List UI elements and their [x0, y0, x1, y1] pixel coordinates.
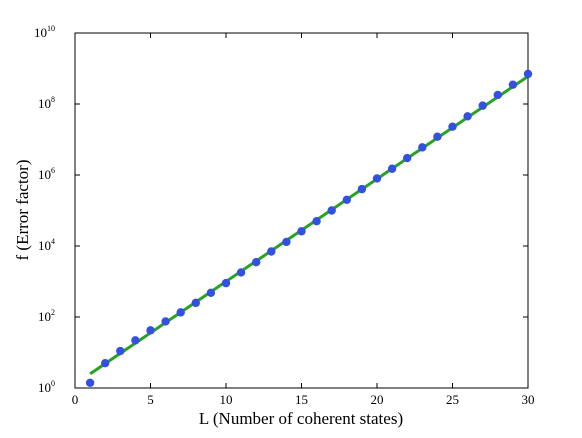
x-axis-label: L (Number of coherent states) — [199, 409, 403, 428]
x-tick-labels: 0 5 10 15 20 25 30 — [72, 392, 535, 407]
data-point — [448, 122, 457, 131]
y-tick-exponent: 6 — [51, 166, 55, 175]
data-point — [131, 336, 140, 345]
data-point — [372, 174, 382, 183]
data-point — [221, 278, 231, 288]
data-point — [85, 378, 95, 388]
data-point — [297, 227, 306, 236]
y-tick-label: 100 — [38, 379, 55, 395]
y-tick-label: 106 — [38, 166, 55, 182]
data-point — [252, 257, 261, 267]
data-point — [463, 112, 472, 121]
y-tick-label: 102 — [38, 308, 55, 324]
x-tick-label: 5 — [147, 392, 154, 407]
plot-area — [74, 32, 533, 389]
data-point — [493, 90, 502, 100]
x-tick-label: 0 — [72, 392, 79, 407]
data-point — [161, 317, 170, 326]
y-tick-exponent: 8 — [51, 95, 55, 104]
data-points-series — [85, 69, 533, 388]
data-point — [191, 298, 200, 308]
data-point — [206, 288, 216, 298]
data-point — [236, 268, 246, 277]
data-point — [176, 308, 185, 317]
ticks — [74, 32, 529, 389]
data-point — [327, 206, 336, 215]
y-tick-label: 1010 — [34, 24, 55, 40]
y-tick-label: 104 — [38, 237, 55, 253]
x-tick-label: 30 — [522, 392, 535, 407]
y-tick-exponent: 0 — [51, 379, 55, 388]
plot-frame — [74, 32, 529, 389]
data-point — [403, 153, 412, 163]
data-point — [478, 101, 487, 110]
data-point — [523, 69, 533, 79]
y-axis-label: f (Error factor) — [13, 160, 32, 261]
data-point — [101, 358, 110, 368]
data-point — [282, 237, 291, 247]
data-point — [387, 164, 397, 173]
data-point — [146, 326, 155, 335]
y-tick-exponent: 4 — [51, 237, 55, 246]
x-tick-label: 25 — [446, 392, 459, 407]
data-point — [433, 132, 442, 141]
y-tick-exponent: 2 — [51, 308, 55, 317]
data-point — [418, 143, 427, 152]
data-point — [116, 346, 125, 356]
x-tick-label: 10 — [220, 392, 233, 407]
data-point — [508, 80, 518, 89]
data-point — [312, 216, 321, 226]
y-tick-label: 108 — [38, 95, 55, 111]
y-tick-exponent: 10 — [47, 24, 55, 33]
data-point — [267, 247, 276, 256]
x-tick-label: 15 — [295, 392, 308, 407]
data-point — [357, 184, 367, 194]
data-point — [342, 195, 351, 205]
x-tick-label: 20 — [371, 392, 384, 407]
